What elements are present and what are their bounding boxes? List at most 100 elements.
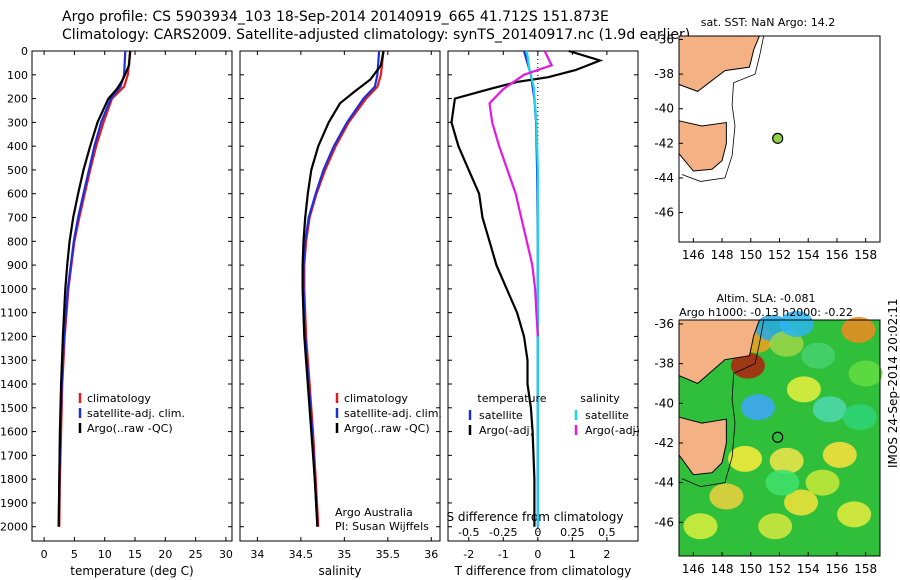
y-tick-label: 600	[7, 188, 28, 201]
top-x-tick-label: 0	[534, 526, 541, 539]
x-tick-label: 154	[797, 562, 820, 576]
x-tick-label: 2	[603, 548, 610, 561]
series-line-temperature-2	[57, 50, 132, 527]
sla-blob	[765, 469, 800, 496]
legend-label: Argo(..raw -QC)	[87, 422, 173, 435]
x-tick-label: 154	[797, 248, 820, 262]
x-axis-label: temperature (deg C)	[70, 564, 193, 578]
legend-label: Argo(-adj)	[585, 424, 640, 437]
x-tick-label: 146	[682, 248, 705, 262]
legend-label: climatology	[87, 392, 151, 405]
y-tick-label: -36	[654, 317, 674, 331]
sla-blob	[683, 513, 718, 540]
x-tick-label: 158	[854, 248, 877, 262]
x-tick-label: 158	[854, 562, 877, 576]
x-tick-label: 148	[711, 562, 734, 576]
series-line-salinity-2	[301, 50, 385, 527]
legend-label: Argo(-adj)	[479, 424, 534, 437]
annotation-text: Argo Australia	[335, 506, 413, 519]
sla-blob	[769, 330, 804, 357]
x-tick-label: 150	[739, 562, 762, 576]
x-tick-label: 35	[337, 548, 351, 561]
legend-title: salinity	[580, 392, 620, 405]
x-tick-label: 34.5	[289, 548, 314, 561]
x-tick-label: 0	[534, 548, 541, 561]
sla-blob	[728, 445, 763, 472]
x-tick-label: 20	[158, 548, 172, 561]
sla-blob	[848, 360, 883, 387]
argo-float-marker	[772, 431, 784, 443]
plot-frame-temperature	[31, 50, 233, 542]
x-tick-label: 150	[739, 248, 762, 262]
x-tick-label: 15	[128, 548, 142, 561]
chart-title-line1: Argo profile: CS 5903934_103 18-Sep-2014…	[62, 9, 609, 25]
y-tick-label: 1500	[0, 402, 28, 415]
legend-label: satellite-adj. clim.	[87, 407, 185, 420]
sla-blob	[822, 441, 857, 468]
y-tick-label: -42	[654, 136, 674, 150]
y-tick-label: 900	[7, 259, 28, 272]
y-tick-label: -40	[654, 102, 674, 116]
map-title: sat. SST: NaN Argo: 14.2	[701, 16, 835, 29]
y-tick-label: -46	[654, 206, 674, 220]
legend-label: climatology	[344, 392, 408, 405]
y-tick-label: -38	[654, 357, 674, 371]
y-tick-label: 100	[7, 69, 28, 82]
x-tick-label: 0	[41, 548, 48, 561]
y-tick-label: -40	[654, 396, 674, 410]
y-tick-label: 1800	[0, 473, 28, 486]
y-tick-label: 1000	[0, 283, 28, 296]
x-tick-label: 35.5	[376, 548, 401, 561]
top-x-tick-label: 0.25	[560, 526, 585, 539]
map-title: Altim. SLA: -0.081	[716, 292, 815, 305]
sla-blob	[837, 501, 872, 528]
x-tick-label: 152	[768, 248, 791, 262]
x-tick-label: 10	[98, 548, 112, 561]
y-tick-label: 300	[7, 116, 28, 129]
x-tick-label: 156	[825, 248, 848, 262]
shelf-contour	[681, 35, 765, 182]
y-tick-label: -46	[654, 515, 674, 529]
map-title: Argo h1000: -0.13 h2000: -0.22	[679, 306, 853, 319]
y-tick-label: 1300	[0, 354, 28, 367]
x-axis-label: salinity	[318, 564, 361, 578]
sla-blob	[801, 342, 836, 369]
y-tick-label: 1600	[0, 426, 28, 439]
plot-frame-difference	[447, 50, 639, 542]
x-tick-label: -1	[498, 548, 509, 561]
sla-blob	[812, 396, 847, 423]
timestamp-stamp: IMOS 24-Sep-2014 20:02:11	[886, 298, 900, 468]
sla-blob	[779, 310, 814, 337]
land-tasmania	[678, 416, 727, 476]
x-tick-label: 34	[250, 548, 264, 561]
land-mainland	[678, 319, 761, 385]
legend-title: temperature	[477, 392, 546, 405]
land-mainland	[678, 35, 761, 92]
y-tick-label: 400	[7, 140, 28, 153]
x-tick-label: 36	[424, 548, 438, 561]
top-x-tick-label: -0.5	[458, 526, 479, 539]
sla-blob	[709, 483, 744, 510]
sla-blob	[784, 489, 819, 516]
y-tick-label: 2000	[0, 521, 28, 534]
y-tick-label: -44	[654, 476, 674, 490]
sla-blob	[758, 513, 793, 540]
series-line-difference-1	[450, 49, 604, 527]
x-axis-label: T difference from climatology	[454, 564, 632, 578]
sla-blob	[842, 404, 877, 431]
y-tick-label: -42	[654, 436, 674, 450]
sla-blob	[769, 447, 804, 474]
y-tick-label: 800	[7, 235, 28, 248]
annotation-text: PI: Susan Wijffels	[335, 520, 429, 533]
land-tasmania	[678, 120, 727, 172]
top-x-tick-label: 0.5	[598, 526, 616, 539]
sla-blob	[740, 394, 775, 421]
y-tick-label: 0	[21, 45, 28, 58]
x-tick-label: 156	[825, 562, 848, 576]
sla-blob	[841, 316, 876, 343]
legend-label: satellite-adj. clim.	[344, 407, 442, 420]
y-tick-label: 200	[7, 93, 28, 106]
y-tick-label: 1900	[0, 497, 28, 510]
legend-label: Argo(..raw -QC)	[344, 422, 430, 435]
